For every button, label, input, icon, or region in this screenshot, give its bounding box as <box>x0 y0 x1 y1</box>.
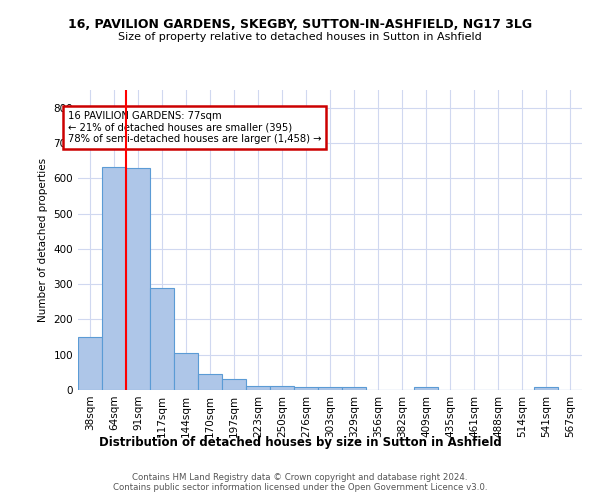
Bar <box>174 353 198 390</box>
Bar <box>102 167 126 390</box>
Text: Distribution of detached houses by size in Sutton in Ashfield: Distribution of detached houses by size … <box>98 436 502 449</box>
Text: 16 PAVILION GARDENS: 77sqm
← 21% of detached houses are smaller (395)
78% of sem: 16 PAVILION GARDENS: 77sqm ← 21% of deta… <box>68 111 322 144</box>
Text: Contains HM Land Registry data © Crown copyright and database right 2024.
Contai: Contains HM Land Registry data © Crown c… <box>113 473 487 492</box>
Bar <box>222 380 246 390</box>
Bar <box>270 386 294 390</box>
Bar <box>294 387 318 390</box>
Bar <box>414 387 438 390</box>
Bar <box>198 374 222 390</box>
Bar <box>342 387 366 390</box>
Y-axis label: Number of detached properties: Number of detached properties <box>38 158 48 322</box>
Text: Size of property relative to detached houses in Sutton in Ashfield: Size of property relative to detached ho… <box>118 32 482 42</box>
Bar <box>318 387 342 390</box>
Bar <box>534 387 558 390</box>
Bar <box>126 168 150 390</box>
Bar <box>78 337 102 390</box>
Bar <box>246 386 270 390</box>
Bar <box>150 288 174 390</box>
Text: 16, PAVILION GARDENS, SKEGBY, SUTTON-IN-ASHFIELD, NG17 3LG: 16, PAVILION GARDENS, SKEGBY, SUTTON-IN-… <box>68 18 532 30</box>
